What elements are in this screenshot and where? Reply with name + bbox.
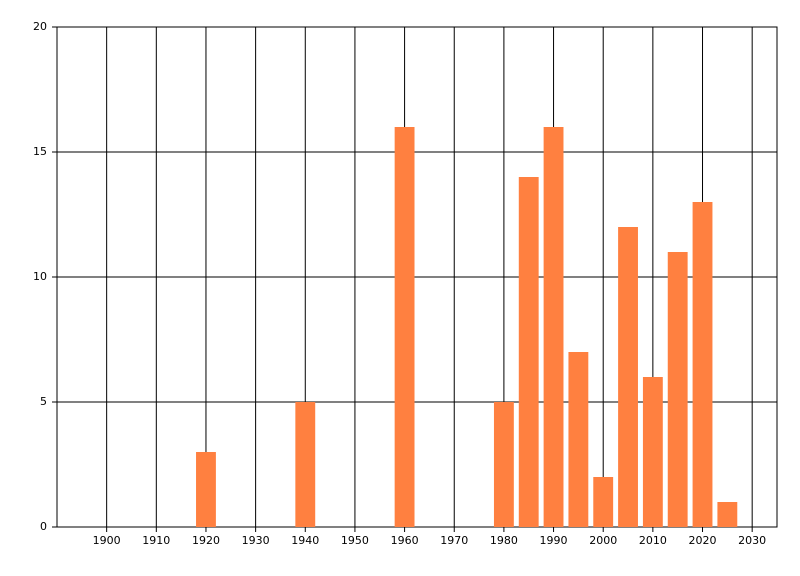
bar: [568, 352, 589, 527]
x-tick-label: 1980: [490, 534, 518, 547]
bar: [295, 402, 316, 527]
y-tick-label: 5: [40, 395, 47, 408]
y-tick-label: 20: [33, 20, 47, 33]
x-tick-label: 1900: [93, 534, 121, 547]
x-tick-label: 2010: [639, 534, 667, 547]
x-tick-label: 2030: [738, 534, 766, 547]
x-tick-label: 1950: [341, 534, 369, 547]
x-tick-label: 1970: [440, 534, 468, 547]
bar: [667, 252, 688, 527]
bar: [618, 227, 638, 527]
x-tick-label: 2020: [689, 534, 717, 547]
x-tick-label: 1930: [242, 534, 270, 547]
y-tick-label: 0: [40, 520, 47, 533]
x-tick-label: 1940: [291, 534, 319, 547]
bar: [717, 502, 738, 527]
y-tick-label: 10: [33, 270, 47, 283]
y-tick-label: 15: [33, 145, 47, 158]
bar: [642, 377, 663, 527]
bar: [493, 402, 514, 527]
x-tick-label: 1920: [192, 534, 220, 547]
x-tick-label: 1990: [540, 534, 568, 547]
bar: [543, 127, 564, 527]
x-tick-label: 1910: [142, 534, 170, 547]
bar: [692, 202, 713, 527]
x-tick-label: 1960: [391, 534, 419, 547]
bar: [394, 127, 415, 527]
bar: [518, 177, 539, 527]
bar: [593, 477, 614, 527]
x-tick-label: 2000: [589, 534, 617, 547]
bar: [196, 452, 216, 527]
plot-border: [56, 26, 778, 528]
